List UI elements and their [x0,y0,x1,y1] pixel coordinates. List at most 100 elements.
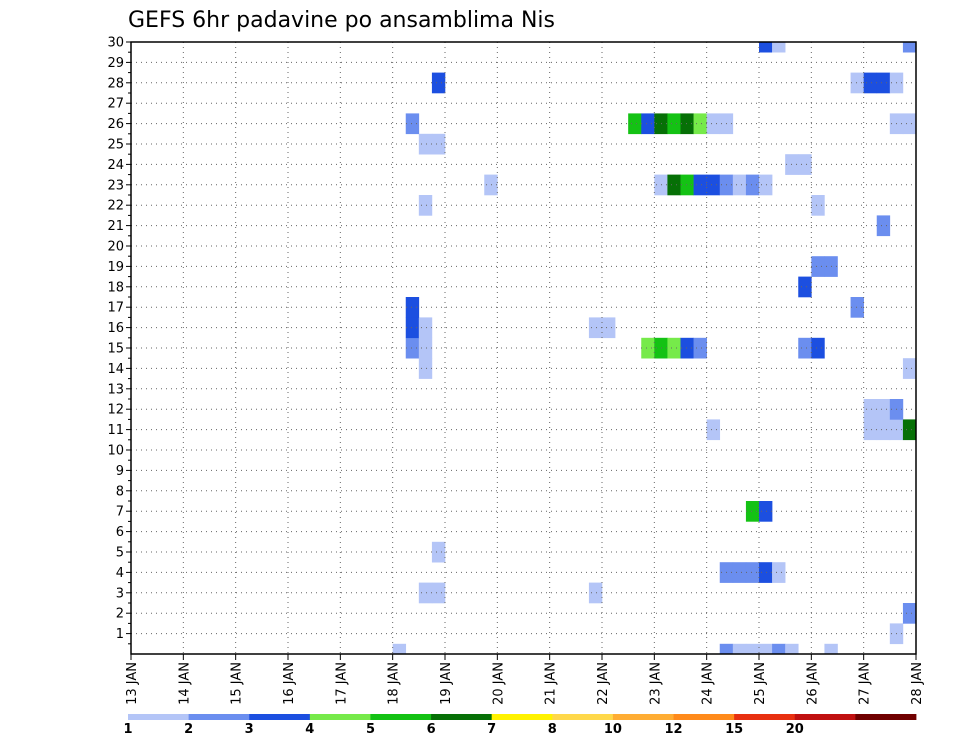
x-tick-label: 15 JAN [230,662,245,705]
x-tick-label: 23 JAN [648,662,663,705]
heatmap-cell [811,256,825,277]
x-tick-label: 21 JAN [544,662,559,705]
heatmap-cell [431,133,446,155]
heatmap-cell [706,174,721,196]
colorbar-label: 12 [664,722,682,737]
heatmap-cell [588,317,603,339]
heatmap-cell [732,643,747,655]
heatmap-cell [902,42,917,53]
chart-title: GEFS 6hr padavine po ansamblima Nis [128,8,555,33]
heatmap-cell [418,358,433,379]
heatmap-cell [759,174,773,196]
y-tick-label: 11 [107,423,124,438]
heatmap-cell [798,337,812,359]
colorbar-label: 10 [604,722,622,737]
heatmap-cell [759,42,773,53]
heatmap-cell [785,643,799,655]
colorbar-label: 1 [123,722,132,737]
colorbar-swatch [128,714,190,720]
heatmap-cell [431,582,446,604]
colorbar: 1 2 3 4 5 6 7 8 10 12 15 20 [123,714,917,737]
colorbar-label: 8 [548,722,557,737]
heatmap-cell [418,133,433,155]
heatmap-cell [641,337,655,359]
heatmap-cell [745,174,760,196]
colorbar-swatch [188,714,250,720]
x-tick-label: 26 JAN [805,662,820,705]
heatmap-cell [405,297,420,318]
y-tick-label: 29 [107,56,124,71]
heatmap-cell [667,174,681,196]
x-tick-label: 27 JAN [858,662,873,705]
colorbar-swatch [673,714,735,720]
heatmap-cell [811,337,825,359]
heatmap-cell [745,501,760,522]
x-tick-label: 18 JAN [387,662,402,705]
heatmap-cell [798,276,812,298]
colorbar-label: 20 [786,722,804,737]
x-tick-label: 16 JAN [282,662,297,705]
heatmap-cell [902,419,917,441]
heatmap-cell [759,562,773,583]
heatmap-cell [706,113,721,135]
y-tick-label: 9 [116,464,124,479]
heatmap-cell [732,562,747,583]
y-tick-label: 19 [107,260,124,275]
heatmap-cell [706,419,721,441]
y-tick-label: 17 [107,301,124,316]
heatmap-cell [680,337,694,359]
heatmap-cell [680,174,694,196]
colorbar-swatch [794,714,856,720]
y-tick-label: 22 [107,199,124,214]
heatmap-cell [850,72,864,94]
colorbar-swatch [249,714,311,720]
heatmap-cell [484,174,498,196]
heatmap-cell [745,562,760,583]
heatmap-cell [693,113,707,135]
colorbar-swatch [552,714,614,720]
heatmap-cell [824,643,838,655]
x-tick-label: 19 JAN [439,662,454,705]
y-tick-label: 14 [107,362,124,377]
heatmap-cell [693,337,707,359]
heatmap-cell [863,399,878,420]
x-tick-label: 13 JAN [125,662,140,705]
colorbar-label: 4 [305,722,314,737]
colorbar-swatch [612,714,674,720]
heatmap-cell [405,317,420,339]
x-tick-label: 25 JAN [753,662,768,705]
x-tick-label: 28 JAN [910,662,925,705]
heatmap-cell [392,643,407,655]
heatmap-cell [902,603,917,624]
colorbar-swatch [370,714,432,720]
y-tick-label: 21 [107,219,124,234]
heatmap-cell [602,317,616,339]
colorbar-label: 15 [725,722,743,737]
y-tick-label: 15 [107,342,124,357]
y-tick-label: 7 [116,505,124,520]
colorbar-label: 3 [245,722,254,737]
heatmap-cell [798,154,812,175]
heatmap-cell [863,72,878,94]
heatmap-cell [719,643,734,655]
y-tick-label: 26 [107,117,124,132]
y-tick-label: 25 [107,138,124,153]
heatmap-cell [418,582,433,604]
heatmap-cell [772,562,786,583]
y-tick-label: 2 [116,607,124,622]
heatmap-cell [418,195,433,216]
y-tick-label: 20 [107,240,124,255]
colorbar-swatch [855,714,917,720]
heatmap-cell [902,113,917,135]
heatmap-cell [850,297,864,318]
y-tick-label: 3 [116,586,124,601]
x-tick-label: 17 JAN [334,662,349,705]
y-tick-label: 13 [107,382,124,397]
y-tick-label: 27 [107,97,124,112]
heatmap-cell [588,582,603,604]
y-tick-label: 8 [116,484,124,499]
heatmap-cell [667,113,681,135]
heatmap-cell [876,399,891,420]
heatmap-cell [759,643,773,655]
